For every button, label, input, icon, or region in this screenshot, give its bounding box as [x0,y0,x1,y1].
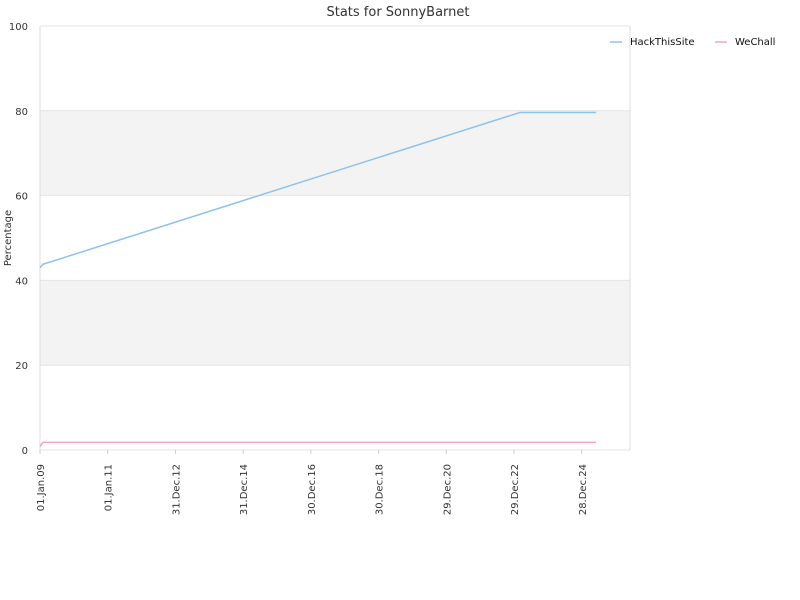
y-tick-label: 100 [9,22,28,33]
chart-title: Stats for SonnyBarnet [326,5,469,20]
legend-item-label: HackThisSite [630,37,695,48]
x-tick-label: 01.Jan.11 [104,464,115,511]
y-tick-label: 40 [15,276,28,287]
x-tick-label: 31.Dec.12 [171,464,182,515]
x-axis-ticks: 01.Jan.09 01.Jan.11 31.Dec.12 31.Dec.14 30.D… [36,450,589,515]
legend-item-label: WeChall [735,37,775,48]
x-tick-label: 29.Dec.22 [510,464,521,515]
y-tick-label: 80 [15,107,28,118]
x-tick-label: 29.Dec.20 [442,464,453,515]
y-tick-label: 20 [15,361,28,372]
x-tick-label: 01.Jan.09 [36,464,47,511]
series-line-hackthissite [39,111,597,269]
x-tick-label: 28.Dec.24 [578,464,589,515]
series-lines [39,111,597,448]
y-axis-label: Percentage [3,210,14,266]
grid-band [40,280,630,366]
grid-bands [40,110,630,366]
x-tick-label: 30.Dec.18 [375,464,386,515]
series-line-wechall [39,441,597,448]
grid-band [40,110,630,196]
y-tick-label: 0 [22,446,28,457]
y-tick-label: 60 [15,192,28,203]
x-tick-label: 30.Dec.16 [307,464,318,515]
legend: HackThisSite WeChall [610,37,775,48]
y-axis-ticks: 0 20 40 60 80 100 [9,22,28,457]
grid-lines [39,25,631,451]
x-tick-label: 31.Dec.14 [239,464,250,515]
